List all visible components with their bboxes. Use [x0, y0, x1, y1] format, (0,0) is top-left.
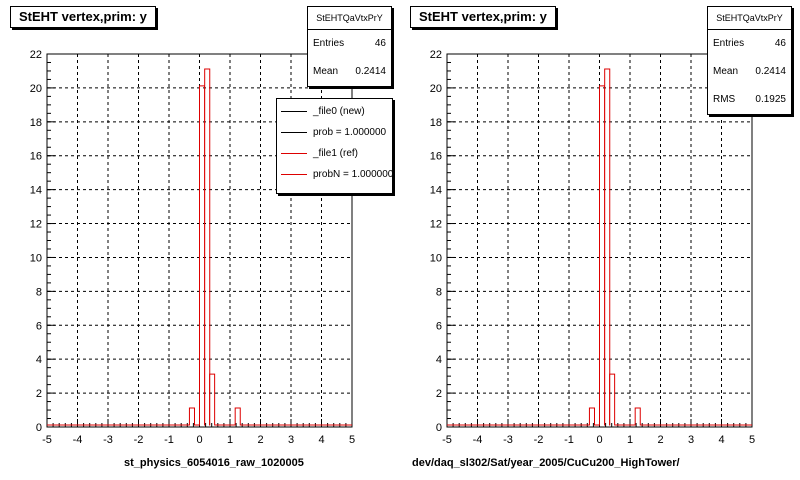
left-histogram-pad: -5 -4 -3 -2 -1 0 1 2 3 4 5 0 2 4 6 8 10 12 14 16 18 20 22 StEH…: [10, 6, 393, 469]
right-histogram-pad: -5 -4 -3 -2 -1 0 1 2 3 4 5 0 2 4 6 8 10 12 14 16 18 20 22 StEH…: [400, 0, 800, 480]
left-stats-row-entries: Entries 46: [308, 30, 391, 58]
legend-entry-file1: _file1 (ref): [277, 143, 392, 164]
right-stats-row-entries: Entries 46: [708, 30, 791, 58]
left-bin-3: [210, 374, 215, 425]
right-series-0-outline: [447, 68, 752, 426]
left-x-tick-label--1: -1: [164, 434, 174, 446]
left-legend: _file0 (new) prob = 1.000000 _file1 (ref…: [276, 98, 393, 194]
left-stats-entries-value: 46: [374, 38, 386, 49]
right-y-tick-label-22: 22: [430, 49, 442, 61]
left-x-tick-label--5: -5: [42, 434, 52, 446]
left-bin-2: [205, 69, 210, 425]
left-series-0-outline: [47, 68, 352, 426]
left-stats-mean-value: 0.2414: [355, 66, 386, 77]
right-y-tick-label-12: 12: [430, 219, 442, 231]
left-stats-box: StEHTQaVtxPrY Entries 46 Mean 0.2414: [307, 6, 392, 87]
left-x-tick-label-1: 1: [227, 434, 233, 446]
right-bin-2: [605, 69, 610, 425]
left-x-tick-label--2: -2: [134, 434, 144, 446]
left-y-tick-label-10: 10: [30, 252, 42, 264]
right-x-tick-label-3: 3: [688, 434, 694, 446]
right-stats-name: StEHTQaVtxPrY: [708, 7, 791, 30]
left-y-tick-label-2: 2: [36, 388, 42, 400]
right-x-tick-label-5: 5: [749, 434, 755, 446]
legend-label-prob: prob = 1.000000: [313, 127, 387, 138]
right-x-axis-label: dev/daq_sl302/Sat/year_2005/CuCu200_High…: [412, 457, 680, 469]
right-stats-row-mean: Mean 0.2414: [708, 58, 791, 86]
left-x-axis-label: st_physics_6054016_raw_1020005: [124, 457, 304, 469]
right-x-tick-label--3: -3: [503, 434, 513, 446]
left-y-tick-label-14: 14: [30, 185, 42, 197]
left-x-tick-label-0: 0: [196, 434, 202, 446]
right-bin-0: [589, 408, 594, 425]
legend-label-file1: _file1 (ref): [313, 148, 359, 159]
legend-entry-file0: _file0 (new): [277, 101, 392, 122]
legend-swatch-probn: [281, 174, 307, 175]
right-x-tick-label--4: -4: [473, 434, 483, 446]
right-y-tick-label-14: 14: [430, 185, 442, 197]
right-x-tick-label-1: 1: [627, 434, 633, 446]
left-stats-row-mean: Mean 0.2414: [308, 58, 391, 86]
right-y-tick-label-18: 18: [430, 117, 442, 129]
right-stats-rms-label: RMS: [713, 94, 736, 105]
right-x-tick-label-4: 4: [718, 434, 724, 446]
left-bin-0: [189, 408, 194, 425]
right-stats-box: StEHTQaVtxPrY Entries 46 Mean 0.2414 RMS…: [707, 6, 792, 115]
left-y-tick-label-22: 22: [30, 49, 42, 61]
left-y-tick-label-0: 0: [36, 422, 42, 434]
right-bin-1: [600, 86, 605, 425]
right-x-tick-label-2: 2: [657, 434, 663, 446]
right-y-tick-label-16: 16: [430, 151, 442, 163]
left-x-tick-label-4: 4: [318, 434, 324, 446]
left-y-tick-label-4: 4: [36, 354, 42, 366]
legend-swatch-file0: [281, 111, 307, 112]
right-y-tick-label-2: 2: [436, 388, 442, 400]
legend-swatch-file1: [281, 153, 307, 154]
right-y-tick-label-6: 6: [436, 320, 442, 332]
left-stats-name: StEHTQaVtxPrY: [308, 7, 391, 30]
right-x-tick-label--2: -2: [534, 434, 544, 446]
right-histogram-title: StEHT vertex,prim: y: [410, 6, 556, 28]
left-x-tick-label--4: -4: [73, 434, 83, 446]
left-bin-4: [235, 408, 240, 425]
right-bin-3: [610, 374, 615, 425]
left-x-tick-label-2: 2: [257, 434, 263, 446]
left-y-tick-label-6: 6: [36, 320, 42, 332]
left-y-tick-label-16: 16: [30, 151, 42, 163]
right-y-tick-label-4: 4: [436, 354, 442, 366]
right-stats-mean-label: Mean: [713, 66, 739, 77]
left-y-tick-label-20: 20: [30, 83, 42, 95]
right-y-tick-label-0: 0: [436, 422, 442, 434]
legend-entry-probn: probN = 1.000000: [277, 164, 392, 185]
left-stats-mean-label: Mean: [313, 66, 339, 77]
left-x-tick-label-3: 3: [288, 434, 294, 446]
legend-label-file0: _file0 (new): [313, 106, 365, 117]
left-stats-entries-label: Entries: [313, 38, 345, 49]
right-stats-entries-label: Entries: [713, 38, 745, 49]
right-stats-entries-value: 46: [774, 38, 786, 49]
legend-entry-prob: prob = 1.000000: [277, 122, 392, 143]
right-stats-row-rms: RMS 0.1925: [708, 86, 791, 114]
right-y-tick-label-8: 8: [436, 286, 442, 298]
left-y-tick-label-8: 8: [36, 286, 42, 298]
left-y-tick-label-18: 18: [30, 117, 42, 129]
right-x-tick-label--5: -5: [442, 434, 452, 446]
left-x-tick-label-5: 5: [349, 434, 355, 446]
legend-label-probn: probN = 1.000000: [313, 169, 393, 180]
right-y-tick-label-20: 20: [430, 83, 442, 95]
right-stats-rms-value: 0.1925: [755, 94, 786, 105]
right-x-tick-label-0: 0: [596, 434, 602, 446]
right-stats-mean-value: 0.2414: [755, 66, 786, 77]
right-y-tick-label-10: 10: [430, 252, 442, 264]
right-bin-4: [635, 408, 640, 425]
right-x-tick-label--1: -1: [564, 434, 574, 446]
left-bin-1: [200, 86, 205, 425]
left-histogram-title: StEHT vertex,prim: y: [10, 6, 156, 28]
left-y-tick-label-12: 12: [30, 219, 42, 231]
left-x-tick-label--3: -3: [103, 434, 113, 446]
legend-swatch-prob: [281, 132, 307, 133]
